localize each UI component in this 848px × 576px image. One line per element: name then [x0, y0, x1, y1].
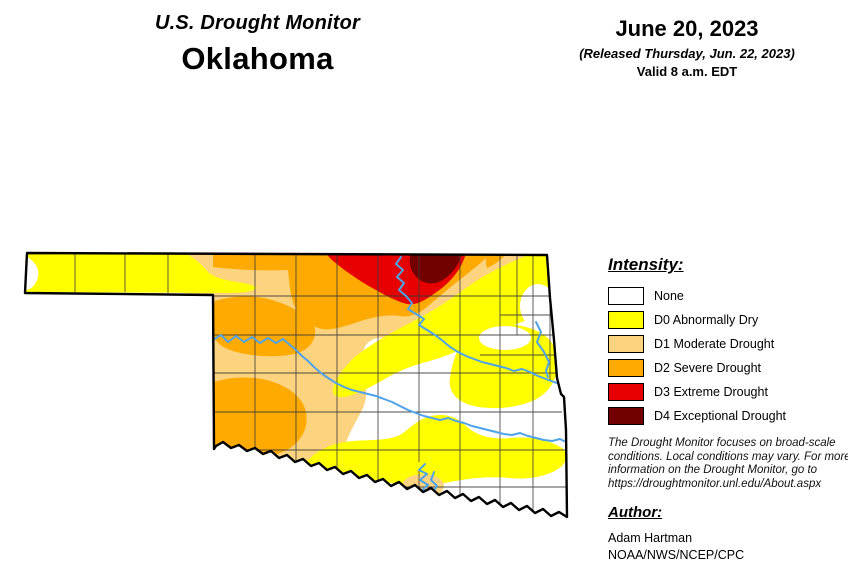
legend-item-d0: D0 Abnormally Dry: [608, 308, 843, 332]
canadian-river: [212, 334, 565, 442]
report-title: U.S. Drought Monitor: [154, 12, 361, 34]
author-heading: Author:: [608, 504, 663, 521]
release-date: (Released Thursday, Jun. 22, 2023): [579, 46, 795, 61]
author-block: Author: Adam Hartman NOAA/NWS/NCEP/CPC: [608, 504, 843, 562]
d0-swatch: [608, 311, 644, 329]
title-block: U.S. Drought Monitor Oklahoma: [110, 12, 405, 77]
valid-time: Valid 8 a.m. EDT: [636, 64, 738, 79]
map-date: June 20, 2023: [615, 16, 759, 41]
d1-swatch: [608, 335, 644, 353]
d4-exceptional-drought-region: [409, 253, 462, 284]
county-lines: [74, 254, 566, 513]
state-border: [23, 251, 569, 519]
legend-item-none: None: [608, 284, 843, 308]
none-islands: [25, 256, 556, 350]
legend-item-d4: D4 Exceptional Drought: [608, 404, 843, 428]
legend-label: D2 Severe Drought: [654, 361, 762, 375]
none-swatch: [608, 287, 644, 305]
legend-label: D0 Abnormally Dry: [654, 313, 759, 327]
legend-label: None: [654, 289, 684, 303]
author-name: Adam Hartman: [608, 531, 693, 545]
neosho-river: [535, 321, 550, 378]
d3-swatch: [608, 383, 644, 401]
d2-swatch: [608, 359, 644, 377]
author-organization: NOAA/NWS/NCEP/CPC: [608, 548, 745, 562]
cimarron-arkansas-river: [395, 256, 563, 386]
legend: Intensity: None D0 Abnormally Dry D1 Mod…: [608, 255, 843, 428]
legend-label: D4 Exceptional Drought: [654, 409, 787, 423]
legend-heading: Intensity:: [608, 255, 684, 274]
legend-label: D1 Moderate Drought: [654, 337, 775, 351]
region-title: Oklahoma: [181, 41, 334, 76]
disclaimer-text: The Drought Monitor focuses on broad-sca…: [608, 437, 848, 490]
legend-item-d2: D2 Severe Drought: [608, 356, 843, 380]
legend-item-d1: D1 Moderate Drought: [608, 332, 843, 356]
d4-swatch: [608, 407, 644, 425]
date-block: June 20, 2023 (Released Thursday, Jun. 2…: [558, 16, 816, 79]
legend-item-d3: D3 Extreme Drought: [608, 380, 843, 404]
legend-label: D3 Extreme Drought: [654, 385, 768, 399]
